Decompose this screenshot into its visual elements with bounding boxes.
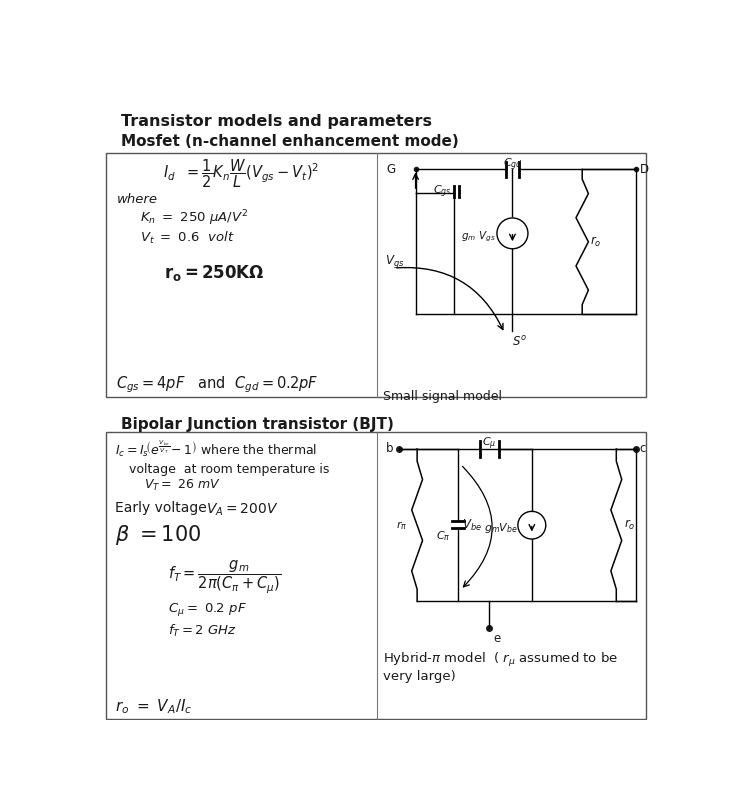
Bar — [106, 153, 646, 397]
Text: $r_o\ =\ V_A/I_c$: $r_o\ =\ V_A/I_c$ — [115, 697, 192, 717]
Text: $C_{gs}=4pF\ \ $ and $\ C_{gd}=0.2pF$: $C_{gs}=4pF\ \ $ and $\ C_{gd}=0.2pF$ — [117, 375, 319, 395]
Text: $C_\mu =\ 0.2\ pF$: $C_\mu =\ 0.2\ pF$ — [168, 601, 246, 618]
Text: $V_{gs}$: $V_{gs}$ — [385, 253, 404, 270]
Text: where: where — [117, 193, 158, 205]
Text: $C_\mu$: $C_\mu$ — [482, 436, 496, 452]
Text: $\beta\ =100$: $\beta\ =100$ — [115, 523, 201, 547]
Text: Transistor models and parameters: Transistor models and parameters — [121, 114, 432, 129]
Text: $I_c = I_s\!\left(e^{\frac{V_{be}}{V_T}}\!-1\right)$ where the thermal: $I_c = I_s\!\left(e^{\frac{V_{be}}{V_T}}… — [115, 438, 317, 459]
Text: $V_{be}$: $V_{be}$ — [462, 518, 482, 533]
Text: Hybrid-$\pi$ model  ( $r_\mu$ assumed to be: Hybrid-$\pi$ model ( $r_\mu$ assumed to … — [383, 651, 618, 670]
Text: D: D — [640, 163, 649, 176]
Text: Early voltage: Early voltage — [115, 502, 207, 515]
Bar — [106, 432, 646, 719]
Text: very large): very large) — [383, 670, 456, 683]
Text: Bipolar Junction transistor (BJT): Bipolar Junction transistor (BJT) — [121, 417, 394, 432]
Text: voltage  at room temperature is: voltage at room temperature is — [129, 463, 329, 476]
Text: $C_{gs}$: $C_{gs}$ — [433, 184, 452, 200]
Text: $K_n\ =\ 250\ \mu A/V^2$: $K_n\ =\ 250\ \mu A/V^2$ — [141, 208, 248, 227]
Text: $V_T =\ 26\ mV$: $V_T =\ 26\ mV$ — [144, 478, 221, 493]
Text: Small signal model: Small signal model — [383, 390, 502, 403]
Text: $g_m\ V_{gs}$: $g_m\ V_{gs}$ — [461, 230, 496, 244]
Text: $S^o$: $S^o$ — [512, 335, 528, 349]
Text: $r_\pi$: $r_\pi$ — [397, 519, 408, 532]
Text: $I_d\ \ =\dfrac{1}{2}K_n\dfrac{W}{L}(V_{gs}-V_t)^2$: $I_d\ \ =\dfrac{1}{2}K_n\dfrac{W}{L}(V_{… — [163, 157, 320, 189]
Text: e: e — [493, 632, 501, 646]
Text: G: G — [386, 163, 395, 176]
Text: $V_t\ =\ 0.6\ \ \it{volt}$: $V_t\ =\ 0.6\ \ \it{volt}$ — [141, 230, 235, 246]
Text: Mosfet (n-channel enhancement mode): Mosfet (n-channel enhancement mode) — [121, 134, 459, 149]
Text: $f_T = 2\ GHz$: $f_T = 2\ GHz$ — [168, 623, 237, 639]
Text: $f_T = \dfrac{g_m}{2\pi(C_\pi + C_\mu)}$: $f_T = \dfrac{g_m}{2\pi(C_\pi + C_\mu)}$ — [168, 559, 281, 596]
Text: $C_\pi$: $C_\pi$ — [436, 529, 451, 543]
Text: c: c — [640, 443, 646, 455]
Text: $r_o$: $r_o$ — [624, 518, 636, 532]
Text: $r_o$: $r_o$ — [590, 235, 602, 249]
Text: $C_{gd}$: $C_{gd}$ — [503, 156, 523, 173]
Text: b: b — [386, 443, 394, 455]
Text: $\mathbf{r_o = 250K\Omega}$: $\mathbf{r_o = 250K\Omega}$ — [163, 263, 265, 282]
Text: $V_A = 200V$: $V_A = 200V$ — [206, 502, 279, 518]
Text: $g_m V_{be}$: $g_m V_{be}$ — [484, 521, 518, 536]
